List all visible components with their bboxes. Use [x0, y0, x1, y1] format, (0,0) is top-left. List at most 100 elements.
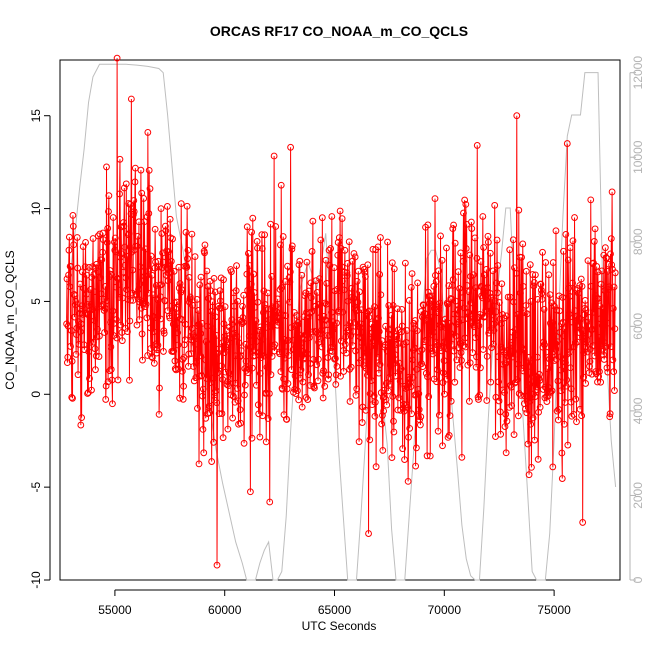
data-point: [305, 371, 312, 379]
data-point: [519, 282, 527, 290]
data-point: [120, 219, 127, 226]
data-point: [287, 143, 294, 151]
data-point: [332, 381, 340, 388]
data-point: [254, 401, 262, 409]
data-point: [457, 249, 465, 257]
data-point: [327, 344, 335, 351]
y-tick-label: -10: [29, 571, 43, 589]
data-point: [124, 231, 132, 239]
data-point: [462, 245, 470, 252]
data-point: [434, 427, 442, 435]
data-point: [395, 394, 403, 402]
data-point: [259, 335, 267, 343]
data-point: [403, 401, 410, 409]
data-point: [282, 342, 290, 350]
data-point: [284, 262, 291, 270]
data-point: [230, 392, 237, 400]
data-point: [148, 271, 156, 279]
data-point: [352, 347, 359, 355]
data-point: [522, 405, 529, 413]
data-point: [209, 298, 216, 306]
data-point: [486, 289, 494, 297]
data-point: [595, 333, 603, 341]
data-point: [586, 362, 593, 370]
data-point: [494, 262, 502, 269]
data-point: [480, 313, 488, 321]
data-point: [353, 385, 361, 393]
data-point: [384, 387, 392, 395]
data-point: [596, 368, 603, 376]
data-point: [219, 434, 227, 442]
data-point: [207, 307, 215, 315]
data-point: [587, 282, 595, 290]
data-point: [243, 223, 251, 231]
data-point: [67, 343, 74, 350]
data-point: [607, 250, 614, 258]
data-point: [152, 258, 159, 266]
data-point: [357, 356, 365, 364]
data-point: [481, 284, 489, 292]
data-point: [557, 366, 565, 374]
data-point: [162, 222, 169, 230]
data-point: [541, 383, 549, 391]
data-point: [140, 299, 148, 307]
data-point: [112, 248, 119, 256]
data-point: [371, 303, 378, 311]
data-point: [68, 394, 76, 401]
data-point: [237, 419, 244, 427]
data-point: [383, 347, 391, 355]
data-point: [265, 390, 273, 397]
data-point: [321, 382, 329, 390]
data-point: [418, 360, 425, 368]
data-point: [263, 363, 271, 371]
data-point: [67, 263, 75, 270]
data-point: [453, 310, 461, 318]
data-point: [551, 357, 559, 364]
data-point: [560, 420, 568, 428]
data-point: [186, 293, 194, 301]
data-point: [253, 238, 261, 245]
data-point: [354, 267, 362, 275]
data-point: [247, 488, 254, 496]
data-point: [526, 397, 534, 405]
data-point: [275, 315, 283, 323]
data-point: [483, 397, 491, 404]
data-point: [121, 243, 129, 251]
data-point: [122, 274, 130, 282]
data-point: [419, 363, 427, 371]
data-point: [528, 359, 536, 367]
data-point: [64, 322, 72, 330]
data-point: [544, 365, 552, 373]
data-point: [346, 398, 354, 405]
data-point: [284, 380, 292, 387]
data-point: [333, 319, 340, 327]
data-point: [575, 329, 583, 336]
data-point: [401, 456, 408, 464]
data-point: [82, 239, 89, 246]
data-point: [423, 452, 431, 460]
data-point: [506, 246, 514, 254]
data-point: [491, 201, 499, 209]
data-point: [84, 390, 91, 397]
data-point: [490, 320, 498, 328]
data-point: [608, 188, 616, 196]
data-point: [381, 341, 389, 349]
data-point: [366, 390, 374, 398]
data-point: [256, 369, 264, 377]
data-point: [198, 319, 206, 327]
data-point: [589, 342, 597, 350]
data-point: [294, 387, 301, 395]
data-point: [347, 363, 355, 371]
data-point: [564, 441, 572, 449]
data-point: [567, 398, 575, 406]
data-point: [475, 322, 483, 330]
data-point: [312, 277, 320, 285]
data-point: [205, 294, 212, 302]
data-point: [114, 376, 122, 384]
data-point: [213, 561, 221, 569]
data-point: [272, 223, 280, 230]
data-point: [597, 280, 605, 288]
data-point: [579, 327, 587, 335]
data-point: [510, 298, 518, 306]
